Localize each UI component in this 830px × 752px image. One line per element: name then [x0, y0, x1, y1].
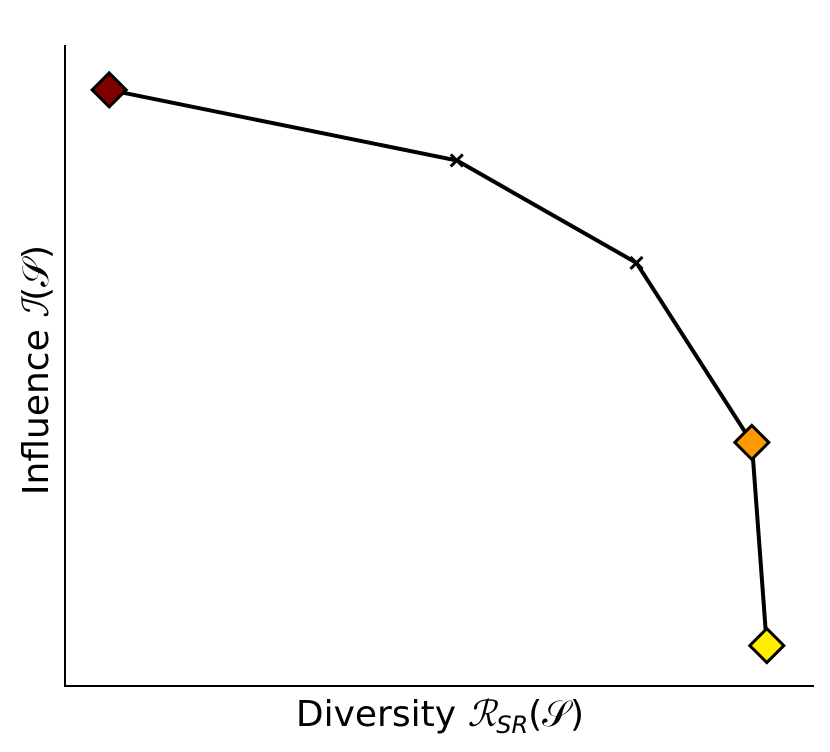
- series-line: [107, 87, 769, 648]
- marker-x-2: [629, 255, 644, 271]
- y-axis-label: Influence ℐ(𝒮): [16, 245, 57, 495]
- marker-diamond-3: [732, 423, 771, 462]
- marker-diamond-4: [747, 626, 786, 665]
- plot-area: [64, 45, 814, 687]
- x-axis-label: Diversity ℛSR(𝒮): [296, 694, 584, 739]
- marker-x-1: [449, 153, 464, 168]
- markers: [90, 70, 786, 665]
- marker-diamond-0: [90, 70, 129, 110]
